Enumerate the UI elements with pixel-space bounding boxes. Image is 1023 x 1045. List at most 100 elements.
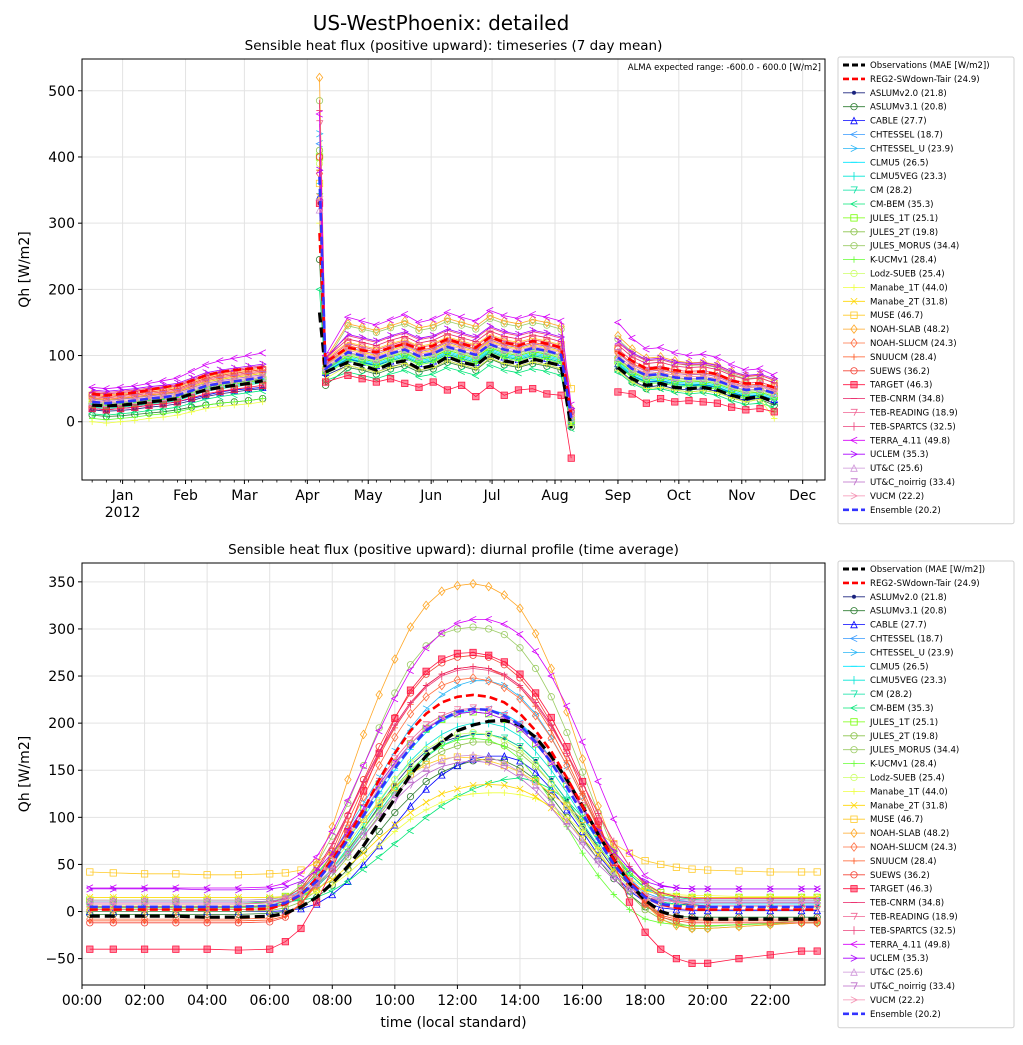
data-point (296, 870, 305, 878)
legend-marker (850, 648, 859, 656)
data-point (258, 349, 267, 357)
data-point (422, 721, 430, 729)
legend-item: TEB-READING (18.9) (843, 409, 958, 419)
legend-marker (850, 885, 858, 893)
legend-label: TEB-READING (18.9) (869, 913, 958, 923)
legend-marker (850, 478, 858, 486)
data-point (359, 865, 367, 873)
series-cm-28-2 (86, 730, 822, 911)
data-point (203, 945, 211, 953)
series-group (85, 578, 822, 967)
data-point (344, 853, 352, 861)
data-point (642, 345, 650, 353)
data-point (406, 708, 415, 719)
legend-label: UCLEM (35.3) (870, 450, 929, 460)
legend-label: Lodz-SUEB (25.4) (870, 270, 945, 280)
data-point (557, 325, 565, 333)
data-point (422, 784, 430, 793)
data-point (88, 386, 97, 394)
data-point (203, 886, 212, 894)
legend-label: CM-BEM (35.3) (870, 200, 934, 210)
data-point (358, 334, 367, 342)
x-tick-label: May (354, 488, 383, 504)
legend-label: K-UCMv1 (28.4) (870, 256, 937, 266)
data-point (422, 667, 430, 675)
legend-item: NOAH-SLUCM (24.3) (843, 338, 957, 349)
legend-item: SUEWS (36.2) (843, 367, 930, 377)
data-point (485, 757, 493, 765)
series-ensemble-20-2 (89, 707, 818, 909)
data-point (688, 885, 697, 893)
series-line (92, 233, 775, 416)
data-point (145, 383, 154, 391)
legend-item: UT&C (25.6) (843, 464, 923, 474)
chart-title: Sensible heat flux (positive upward): di… (228, 542, 679, 558)
data-point (316, 166, 324, 174)
legend-label: Ensemble (20.2) (870, 506, 941, 516)
data-point (422, 806, 430, 813)
legend-label: JULES_1T (25.1) (869, 718, 938, 728)
data-point (704, 866, 712, 874)
data-point (328, 887, 336, 895)
legend-label: MUSE (46.7) (870, 311, 923, 321)
data-point (265, 895, 274, 903)
year-label: 2012 (105, 505, 141, 521)
x-tick-label: 10:00 (375, 993, 415, 1009)
data-point (172, 945, 180, 953)
data-point (547, 757, 556, 765)
data-point (415, 383, 423, 391)
data-point (500, 776, 508, 784)
legend-item: Ensemble (20.2) (843, 1010, 941, 1020)
data-point (500, 391, 508, 399)
data-point (313, 858, 321, 867)
data-point (375, 727, 383, 735)
data-point (458, 361, 465, 369)
legend-label: TEB-SPARTCS (32.5) (869, 422, 956, 432)
data-point (531, 781, 540, 789)
data-point (641, 872, 649, 880)
series-line (89, 760, 818, 903)
legend-item: CHTESSEL_U (23.9) (843, 648, 953, 658)
data-point (375, 853, 383, 861)
data-point (500, 320, 508, 328)
data-point (469, 754, 477, 763)
data-point (641, 897, 649, 907)
x-tick-label: Jun (419, 488, 442, 504)
data-point (657, 882, 665, 890)
data-point (344, 818, 352, 826)
data-point (359, 787, 368, 795)
data-point (322, 378, 330, 386)
legend-item: ASLUMv2.0 (21.8) (843, 89, 947, 99)
data-point (500, 620, 508, 628)
plot-frame (81, 58, 826, 481)
data-point (714, 361, 722, 370)
legend-marker (850, 871, 858, 879)
data-point (766, 868, 774, 876)
data-point (469, 578, 477, 589)
legend-item: VUCM (22.2) (843, 996, 924, 1006)
data-point (281, 938, 289, 946)
y-tick-label: 500 (48, 84, 75, 100)
data-point (443, 317, 452, 325)
data-point (188, 408, 195, 416)
data-point (742, 371, 750, 379)
data-point (486, 338, 495, 346)
legend-item: UT&C_noirrig (33.4) (843, 478, 955, 488)
data-point (672, 955, 681, 963)
data-point (102, 406, 110, 414)
data-point (516, 755, 524, 763)
x-tick-label: Feb (173, 488, 198, 504)
legend-label: TERRA_4.11 (49.8) (869, 940, 950, 950)
data-point (813, 947, 821, 955)
data-point (234, 871, 243, 879)
data-point (613, 318, 622, 327)
data-point (543, 321, 551, 329)
data-point (813, 917, 821, 928)
data-point (360, 849, 368, 857)
data-point (771, 383, 779, 391)
data-point (358, 375, 366, 383)
data-point (201, 361, 210, 369)
data-point (500, 590, 509, 600)
legend-item: TERRA_4.11 (49.8) (843, 940, 950, 950)
legend-item: Observations (MAE [W/m2]) (843, 61, 990, 71)
